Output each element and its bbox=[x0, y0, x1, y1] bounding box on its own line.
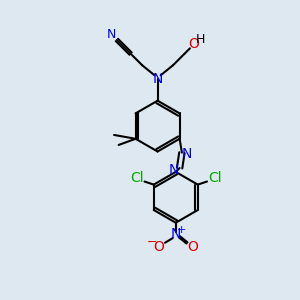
Text: H: H bbox=[196, 33, 206, 46]
Text: Cl: Cl bbox=[130, 172, 144, 185]
Text: N: N bbox=[171, 227, 181, 241]
Text: O: O bbox=[187, 240, 198, 254]
Text: Cl: Cl bbox=[208, 172, 221, 185]
Text: +: + bbox=[177, 225, 187, 235]
Text: N: N bbox=[182, 147, 193, 161]
Text: N: N bbox=[152, 72, 163, 86]
Text: O: O bbox=[188, 38, 199, 52]
Text: N: N bbox=[168, 163, 178, 177]
Text: O: O bbox=[153, 240, 164, 254]
Text: N: N bbox=[107, 28, 116, 41]
Text: −: − bbox=[147, 236, 157, 249]
